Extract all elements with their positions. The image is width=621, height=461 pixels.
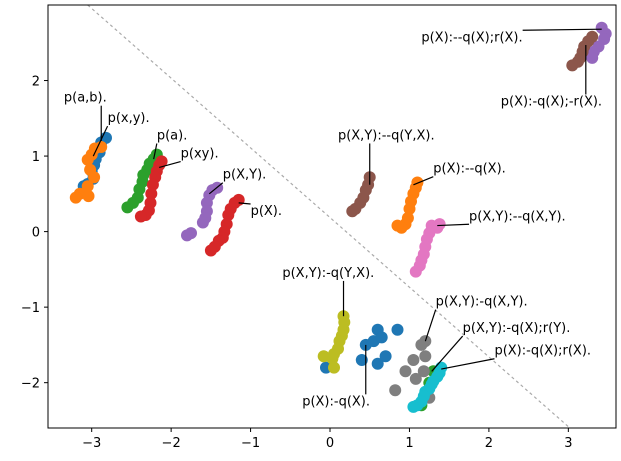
annotation-leader-line (92, 125, 109, 157)
x-tick-label: 2 (485, 436, 493, 451)
data-point (69, 191, 82, 204)
annotation-label: p(X):-q(X);r(X). (494, 344, 591, 359)
data-point (417, 365, 430, 378)
data-point (181, 229, 193, 242)
annotation-label: p(X,Y):--q(Y,X). (338, 128, 435, 143)
x-tick-label: −3 (82, 436, 101, 451)
annotation-leader-line (208, 182, 224, 195)
data-point (145, 187, 158, 200)
annotation-leader-line (159, 161, 181, 168)
annotation-leader-line (522, 28, 602, 31)
data-point (81, 153, 94, 166)
annotation-label: p(x,y). (108, 111, 150, 126)
data-point (415, 338, 428, 351)
data-point (82, 190, 95, 203)
annotation-leader-line (431, 335, 464, 372)
data-point (407, 400, 420, 413)
data-point (389, 384, 402, 397)
data-point (409, 265, 422, 278)
data-point (391, 323, 404, 336)
y-tick-label: 2 (32, 75, 40, 90)
data-point (419, 350, 432, 363)
data-point (407, 354, 420, 366)
data-point (200, 196, 213, 209)
annotation-leader-line (441, 358, 495, 370)
data-point (121, 201, 134, 214)
annotation-label: p(X):-q(X);-r(X). (501, 94, 602, 109)
annotation-label: p(a). (157, 128, 188, 143)
data-point (317, 350, 330, 363)
annotation-label: p(X,Y):-q(X,Y). (436, 295, 528, 310)
y-tick-label: −2 (21, 377, 40, 392)
data-point (566, 59, 579, 72)
annotation-leader-line (153, 143, 158, 160)
x-tick-label: −2 (162, 436, 181, 451)
data-point (399, 365, 412, 378)
annotation-label: p(X):--q(X). (433, 162, 506, 177)
data-point (328, 361, 340, 374)
annotation-label: p(a,b). (64, 91, 107, 106)
data-point (346, 205, 359, 218)
data-point (403, 202, 416, 215)
data-point (204, 244, 217, 257)
data-point (355, 354, 368, 366)
annotation-leader-line (437, 223, 470, 227)
data-point (134, 210, 147, 223)
annotation-leader-line (424, 309, 437, 342)
x-tick-label: 3 (564, 436, 572, 451)
diagonal-dashed-line (87, 4, 571, 429)
y-tick-label: 0 (32, 226, 40, 241)
data-point (375, 331, 388, 344)
x-tick-label: −1 (241, 436, 260, 451)
data-point (81, 180, 94, 193)
y-tick-label: 1 (32, 150, 40, 165)
annotations-layer: p(a,b).p(x,y). p(a). p(xy). p(X,Y). p(X). p(X… (64, 28, 602, 409)
annotation-label: p(X,Y):-q(X);r(Y). (463, 321, 571, 336)
data-point (88, 171, 101, 184)
annotation-label: p(X):-q(X). (302, 394, 370, 409)
data-point (409, 372, 422, 385)
annotation-leader-line (413, 176, 434, 186)
x-tick-label: 0 (326, 436, 334, 451)
data-point (391, 219, 404, 232)
ticks-layer: −3 −2 −1 0 1 2 3 −2 −1 0 1 2 (21, 75, 573, 451)
data-point (146, 178, 159, 191)
annotation-label: p(X). (251, 204, 282, 219)
data-point (586, 51, 599, 64)
annotation-label: p(X,Y):--q(X,Y). (469, 209, 566, 224)
diagonal-line-layer (87, 4, 571, 429)
data-point (379, 350, 392, 363)
annotation-label: p(X,Y):-q(Y,X). (282, 266, 374, 281)
x-tick-label: 1 (405, 436, 413, 451)
annotation-label: p(X):--q(X);r(X). (421, 30, 522, 45)
data-point (371, 357, 384, 370)
annotation-label: p(X,Y). (223, 168, 267, 183)
data-point (196, 216, 209, 229)
plot-frame (47, 4, 617, 429)
annotation-leader-line (238, 202, 251, 205)
annotation-label: p(xy). (181, 147, 219, 162)
data-point (222, 209, 235, 221)
y-tick-label: −1 (21, 301, 40, 316)
